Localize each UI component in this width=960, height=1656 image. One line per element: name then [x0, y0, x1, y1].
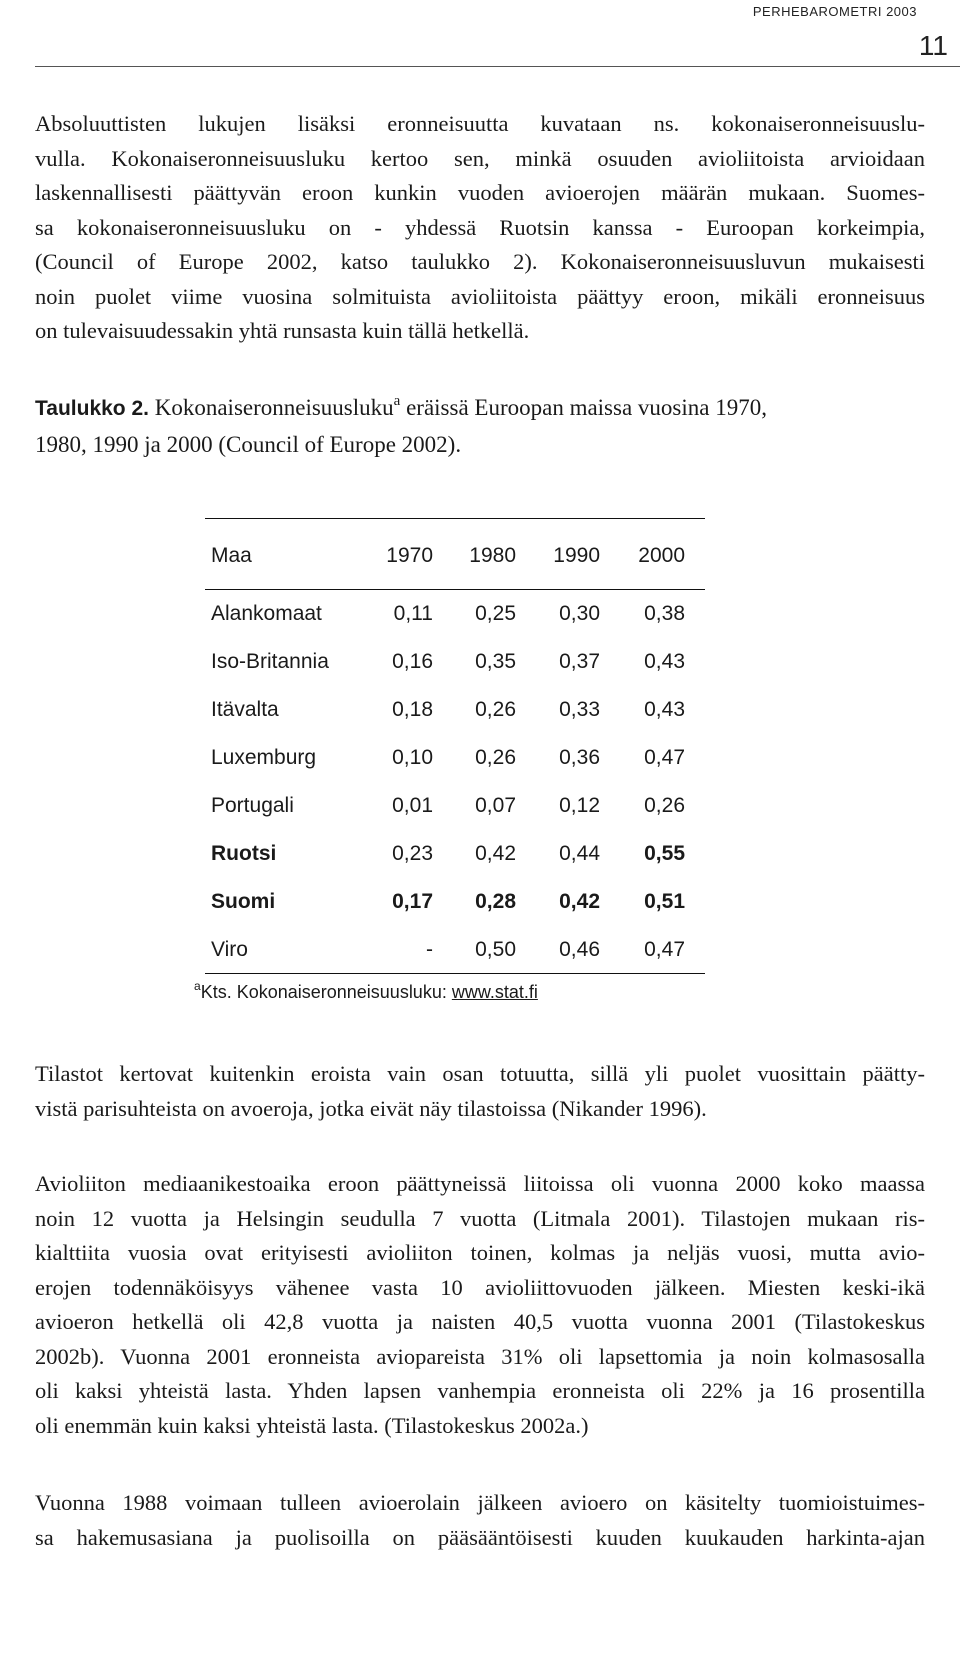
rate-cell: 0,35	[475, 650, 516, 673]
rate-cell: 0,43	[644, 650, 685, 673]
text-line: sa kokonaiseronneisuusluku on - yhdessä …	[35, 214, 925, 240]
table-row: Suomi 0,17 0,28 0,42 0,51	[211, 884, 691, 932]
footnote-link-stat-fi[interactable]: www.stat.fi	[451, 982, 538, 1002]
rate-cell: 0,12	[559, 794, 600, 817]
rate-cell: 0,26	[644, 794, 685, 817]
table-row: Viro - 0,50 0,46 0,47	[211, 932, 691, 980]
rate-cell: 0,25	[475, 602, 516, 625]
text-line: oli enemmän kuin kaksi yhteistä lasta. (…	[35, 1412, 589, 1438]
country-cell: Ruotsi	[211, 842, 277, 865]
country-cell: Alankomaat	[211, 602, 322, 625]
table-caption-superscript: a	[393, 393, 401, 409]
table-caption-text: Kokonaiseronneisuusluku	[154, 395, 394, 420]
table-row: Alankomaat 0,11 0,25 0,30 0,38	[211, 596, 691, 644]
rate-cell: 0,30	[559, 602, 600, 625]
divorce-rate-table: Maa 1970 1980 1990 2000 Alankomaat 0,11 0,25 0,…	[211, 538, 691, 980]
rate-cell: 0,38	[644, 602, 685, 625]
table-row: Itävalta 0,18 0,26 0,33 0,43	[211, 692, 691, 740]
rate-cell: -	[426, 938, 433, 961]
rate-cell: 0,51	[644, 890, 685, 913]
rate-cell: 0,36	[559, 746, 600, 769]
rate-cell: 0,55	[644, 842, 685, 865]
table-top-rule	[205, 518, 705, 519]
rate-cell: 0,26	[475, 746, 516, 769]
header-divider	[35, 66, 960, 67]
paragraph-cohabitation-breakups: Tilastot kertovat kuitenkin eroista vain…	[35, 1057, 925, 1126]
paragraph-total-divorce-rate: Absoluuttisten lukujen lisäksi eronneisu…	[35, 107, 925, 349]
column-header-year: 1990	[553, 544, 600, 567]
text-line: (Council of Europe 2002, katso taulukko …	[35, 249, 925, 274]
text-line: avioeron hetkellä oli 42,8 vuotta ja nai…	[35, 1309, 925, 1334]
rate-cell: 0,01	[392, 794, 433, 817]
text-line: vulla. Kokonaiseronneisuusluku kertoo se…	[35, 145, 925, 171]
rate-cell: 0,50	[475, 938, 516, 961]
table-header-row: Maa 1970 1980 1990 2000	[211, 538, 691, 586]
page-number: 11	[918, 30, 948, 61]
rate-cell: 0,42	[475, 842, 516, 865]
table-row: Portugali 0,01 0,07 0,12 0,26	[211, 788, 691, 836]
paragraph-marriage-duration: Avioliiton mediaanikestoaika eroon päätt…	[35, 1167, 925, 1443]
text-line: kialttiita vuosia ovat erityisesti aviol…	[35, 1240, 925, 1265]
text-line: oli kaksi yhteistä lasta. Yhden lapsen v…	[35, 1378, 925, 1403]
text-line: on tulevaisuudessakin yhtä runsasta kuin…	[35, 318, 530, 343]
text-line: 2002b). Vuonna 2001 eronneista avioparei…	[35, 1343, 925, 1369]
text-line: erojen todennäköisyys vähenee vasta 10 a…	[35, 1274, 925, 1300]
table-caption-label: Taulukko 2.	[35, 397, 149, 420]
table-row: Luxemburg 0,10 0,26 0,36 0,47	[211, 740, 691, 788]
text-line: sa hakemusasiana ja puolisoilla on pääsä…	[35, 1524, 925, 1550]
text-line: Avioliiton mediaanikestoaika eroon päätt…	[35, 1171, 925, 1196]
table-caption: Taulukko 2. Kokonaiseronneisuuslukua erä…	[35, 390, 925, 463]
running-header: PERHEBAROMETRI 2003	[752, 4, 917, 19]
table-header-rule	[205, 589, 705, 590]
rate-cell: 0,16	[392, 650, 433, 673]
rate-cell: 0,23	[392, 842, 433, 865]
table-bottom-rule	[205, 973, 705, 974]
column-header-year: 2000	[638, 544, 685, 567]
rate-cell: 0,11	[393, 602, 433, 625]
column-header-year: 1970	[386, 544, 433, 567]
rate-cell: 0,44	[559, 842, 600, 865]
rate-cell: 0,42	[559, 890, 600, 913]
table-row: Ruotsi 0,23 0,42 0,44 0,55	[211, 836, 691, 884]
rate-cell: 0,17	[392, 890, 433, 913]
rate-cell: 0,28	[475, 890, 516, 913]
rate-cell: 0,26	[475, 698, 516, 721]
table-caption-text-rest: eräissä Euroopan maissa vuosina 1970,	[406, 395, 767, 420]
rate-cell: 0,47	[644, 938, 685, 961]
table-caption-line-2: 1980, 1990 ja 2000 (Council of Europe 20…	[35, 432, 462, 457]
table-footnote: aKts. Kokonaiseronneisuusluku: www.stat.…	[194, 979, 538, 1003]
country-cell: Iso-Britannia	[211, 650, 329, 673]
text-line: noin puolet viime vuosina solmituista av…	[35, 283, 925, 309]
rate-cell: 0,43	[644, 698, 685, 721]
text-line: Absoluuttisten lukujen lisäksi eronneisu…	[35, 111, 925, 136]
footnote-text: Kts. Kokonaiseronneisuusluku:	[200, 982, 452, 1002]
text-line: noin 12 vuotta ja Helsingin seudulla 7 v…	[35, 1205, 925, 1231]
rate-cell: 0,47	[644, 746, 685, 769]
country-cell: Suomi	[211, 890, 276, 913]
table-row: Iso-Britannia 0,16 0,35 0,37 0,43	[211, 644, 691, 692]
rate-cell: 0,18	[392, 698, 433, 721]
footnote-superscript: a	[194, 979, 201, 993]
column-header-year: 1980	[469, 544, 516, 567]
rate-cell: 0,33	[559, 698, 600, 721]
text-line: Vuonna 1988 voimaan tulleen avioerolain …	[35, 1490, 925, 1515]
country-cell: Viro	[211, 938, 248, 961]
paragraph-divorce-law: Vuonna 1988 voimaan tulleen avioerolain …	[35, 1486, 925, 1555]
country-cell: Itävalta	[211, 698, 279, 721]
column-header-country: Maa	[211, 544, 252, 567]
country-cell: Luxemburg	[211, 746, 317, 769]
text-line: vistä parisuhteista on avoeroja, jotka e…	[35, 1095, 707, 1121]
rate-cell: 0,10	[392, 746, 433, 769]
rate-cell: 0,37	[559, 650, 600, 673]
text-line: laskennallisesti päättyvän eroon kunkin …	[35, 180, 925, 205]
country-cell: Portugali	[211, 794, 294, 817]
rate-cell: 0,07	[475, 794, 516, 817]
rate-cell: 0,46	[559, 938, 600, 961]
text-line: Tilastot kertovat kuitenkin eroista vain…	[35, 1061, 925, 1086]
